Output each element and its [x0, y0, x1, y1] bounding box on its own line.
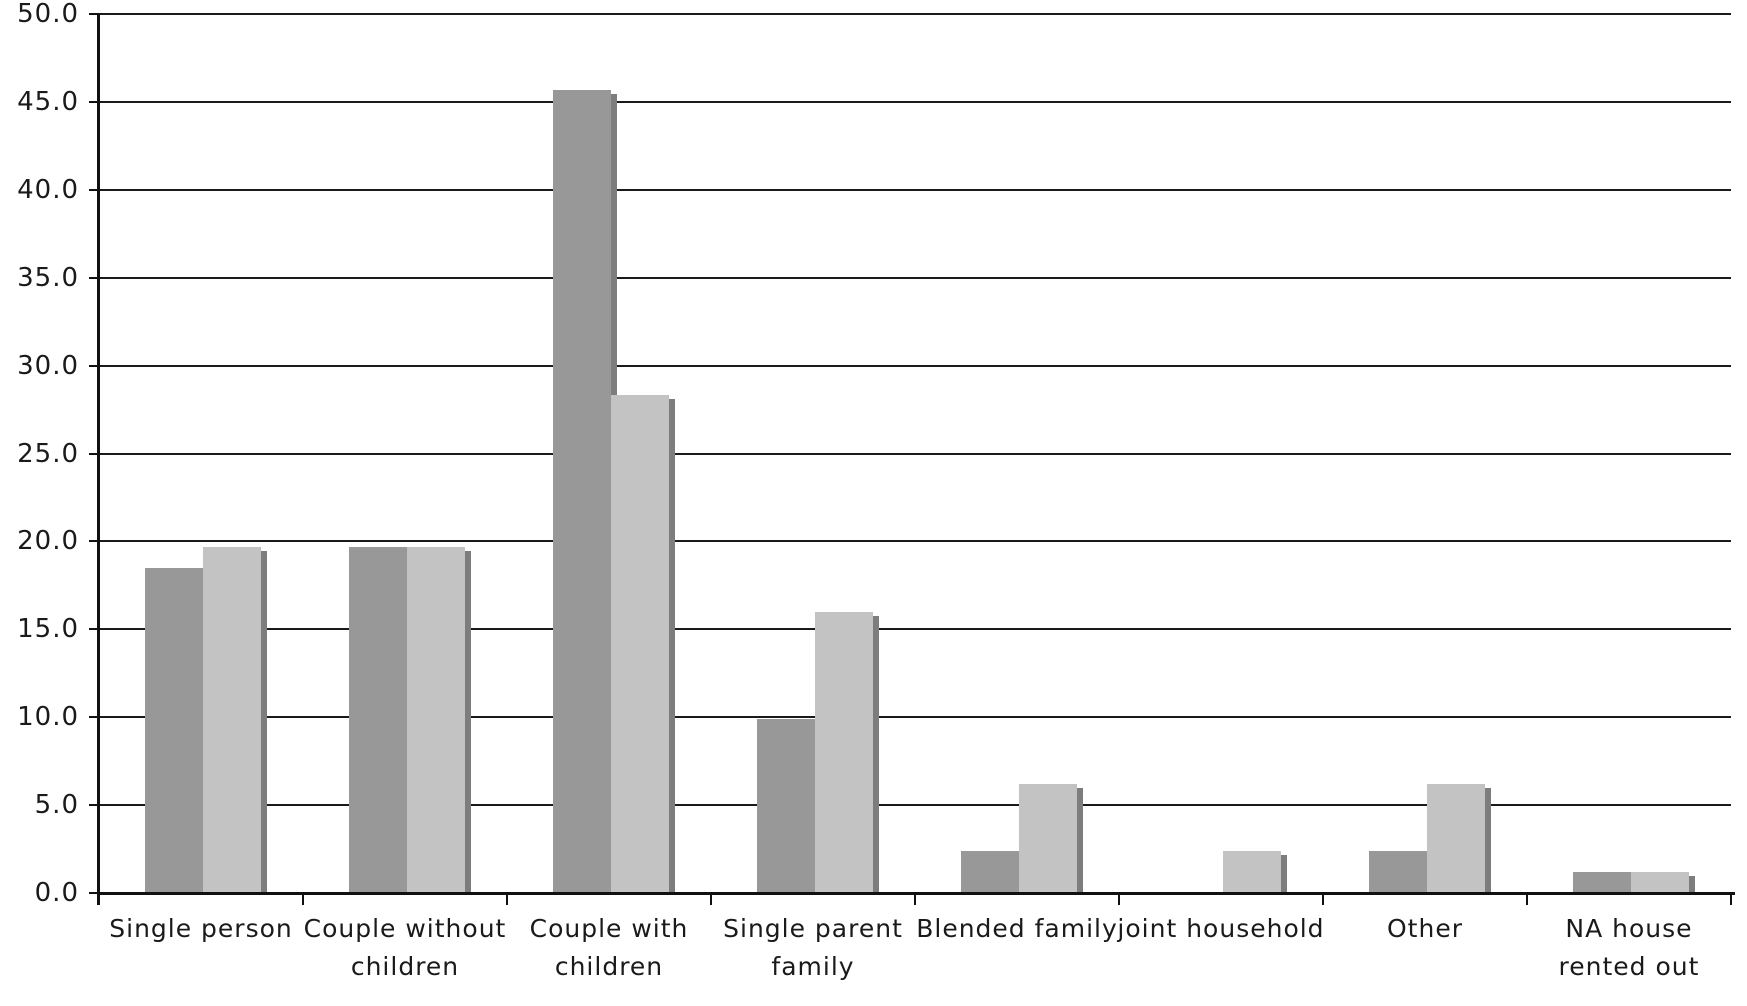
y-tick-label: 20.0: [17, 526, 79, 557]
bar-series-2-light: [203, 546, 261, 893]
y-tick-label: 25.0: [17, 438, 79, 469]
gridline: [99, 804, 1731, 807]
x-category-label: Other: [1387, 914, 1463, 943]
y-axis-tick: [89, 716, 99, 719]
y-axis-tick: [89, 364, 99, 367]
x-axis-line: [99, 892, 1735, 895]
x-axis-tick: [506, 893, 508, 905]
x-axis-tick: [1322, 893, 1324, 905]
bar-series-2-light: [1631, 871, 1689, 893]
y-axis-line: [97, 14, 100, 905]
gridline: [99, 540, 1731, 543]
y-axis-tick: [89, 276, 99, 279]
y-tick-label: 15.0: [17, 614, 79, 645]
bar-series-2-light: [1019, 784, 1077, 893]
bar-series-1-dark: [145, 567, 203, 893]
bar-series-1-dark: [1573, 871, 1631, 893]
x-axis-tick: [1526, 893, 1528, 905]
x-axis-tick: [302, 893, 304, 905]
gridline: [99, 13, 1731, 15]
x-category-label: Couple without children: [303, 914, 507, 981]
gridline: [99, 100, 1731, 103]
x-category-label: Couple with children: [529, 914, 689, 981]
y-tick-label: 0.0: [34, 878, 79, 908]
bar-series-1-dark: [349, 546, 407, 893]
y-tick-label: 5.0: [34, 790, 79, 821]
bar-series-2-light: [611, 395, 669, 893]
y-tick-label: 30.0: [17, 350, 79, 381]
bar-series-2-light: [1427, 784, 1485, 893]
y-tick-label: 45.0: [17, 86, 79, 117]
y-tick-label: 40.0: [17, 174, 79, 205]
y-axis-tick: [89, 892, 99, 894]
bar-series-2-light: [815, 611, 873, 893]
gridline: [99, 716, 1731, 719]
y-axis-tick: [89, 452, 99, 455]
y-tick-label: 10.0: [17, 702, 79, 733]
y-axis-tick: [89, 804, 99, 807]
gridline: [99, 628, 1731, 631]
bar-series-2-light: [407, 546, 465, 893]
y-axis-tick: [89, 13, 99, 15]
y-axis-tick: [89, 540, 99, 543]
gridline: [99, 364, 1731, 367]
y-axis-tick: [89, 628, 99, 631]
y-axis-tick: [89, 100, 99, 103]
x-axis-tick: [1730, 893, 1732, 905]
gridline: [99, 276, 1731, 279]
bar-series-1-dark: [1369, 850, 1427, 893]
y-axis-tick: [89, 188, 99, 191]
gridline: [99, 188, 1731, 191]
x-category-label: joint household: [1117, 914, 1325, 943]
bar-series-1-dark: [757, 718, 815, 893]
bar-series-1-dark: [961, 850, 1019, 893]
gridline: [99, 452, 1731, 455]
x-category-label: Single person: [109, 914, 293, 943]
bar-series-1-dark: [553, 89, 611, 893]
x-axis-tick: [98, 893, 100, 905]
x-category-label: Single parent family: [723, 914, 903, 981]
x-axis-tick: [914, 893, 916, 905]
x-category-label: Blended family: [916, 914, 1118, 943]
bar-series-2-light: [1223, 850, 1281, 893]
x-axis-tick: [710, 893, 712, 905]
x-category-label: NA house rented out: [1558, 914, 1700, 981]
y-tick-label: 35.0: [17, 262, 79, 293]
y-tick-label: 50.0: [17, 0, 79, 30]
x-axis-tick: [1118, 893, 1120, 905]
